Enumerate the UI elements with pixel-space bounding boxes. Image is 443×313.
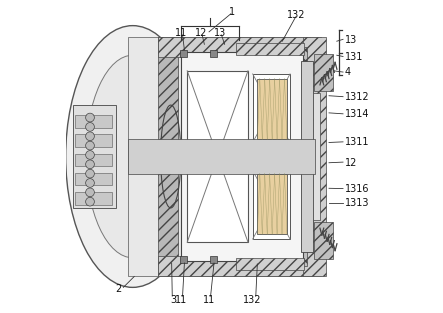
Circle shape — [85, 122, 94, 131]
Text: 132: 132 — [287, 10, 306, 20]
Text: 11: 11 — [203, 295, 215, 305]
Bar — [75, 192, 113, 205]
Bar — [180, 50, 187, 57]
Bar — [75, 173, 113, 186]
Text: 13: 13 — [345, 35, 357, 45]
Bar — [303, 37, 326, 276]
Text: 13: 13 — [214, 28, 226, 38]
Bar — [257, 174, 287, 234]
Circle shape — [85, 169, 94, 178]
Bar — [210, 256, 217, 263]
Bar — [240, 48, 307, 265]
Bar — [253, 171, 290, 239]
Ellipse shape — [66, 26, 200, 287]
Bar — [128, 37, 321, 276]
Text: 11: 11 — [175, 295, 187, 305]
Circle shape — [85, 132, 94, 141]
Bar — [187, 71, 248, 242]
Bar — [158, 37, 310, 57]
Bar — [75, 154, 113, 166]
Ellipse shape — [86, 55, 179, 258]
Text: 1314: 1314 — [345, 110, 369, 120]
Circle shape — [85, 113, 94, 122]
Bar — [314, 54, 334, 91]
Bar — [75, 115, 113, 127]
Bar — [180, 256, 187, 263]
Text: 1: 1 — [229, 7, 236, 17]
Circle shape — [85, 160, 94, 169]
Bar — [301, 61, 313, 252]
Text: 132: 132 — [243, 295, 261, 305]
Text: 2: 2 — [116, 284, 122, 294]
Bar — [75, 134, 113, 147]
Bar — [181, 52, 303, 261]
Text: 1313: 1313 — [345, 198, 369, 208]
Bar — [313, 93, 320, 220]
Circle shape — [85, 179, 94, 187]
Bar — [128, 139, 315, 174]
Bar — [74, 105, 116, 208]
Bar — [253, 74, 290, 142]
Text: 4: 4 — [345, 67, 351, 77]
Circle shape — [85, 151, 94, 159]
Text: 12: 12 — [345, 158, 357, 168]
Circle shape — [85, 141, 94, 150]
Text: 3: 3 — [170, 295, 176, 305]
Bar — [236, 258, 304, 270]
Bar — [314, 222, 334, 259]
Bar — [158, 256, 310, 276]
Bar — [210, 50, 217, 57]
Text: 11: 11 — [175, 28, 187, 38]
Circle shape — [85, 197, 94, 206]
Bar — [236, 43, 304, 55]
Bar — [158, 37, 178, 276]
Text: 131: 131 — [345, 52, 363, 62]
Text: 1311: 1311 — [345, 137, 369, 147]
Bar — [257, 79, 287, 139]
Text: 1312: 1312 — [345, 92, 369, 102]
Circle shape — [85, 188, 94, 197]
Text: 12: 12 — [195, 28, 207, 38]
Text: 1316: 1316 — [345, 184, 369, 194]
